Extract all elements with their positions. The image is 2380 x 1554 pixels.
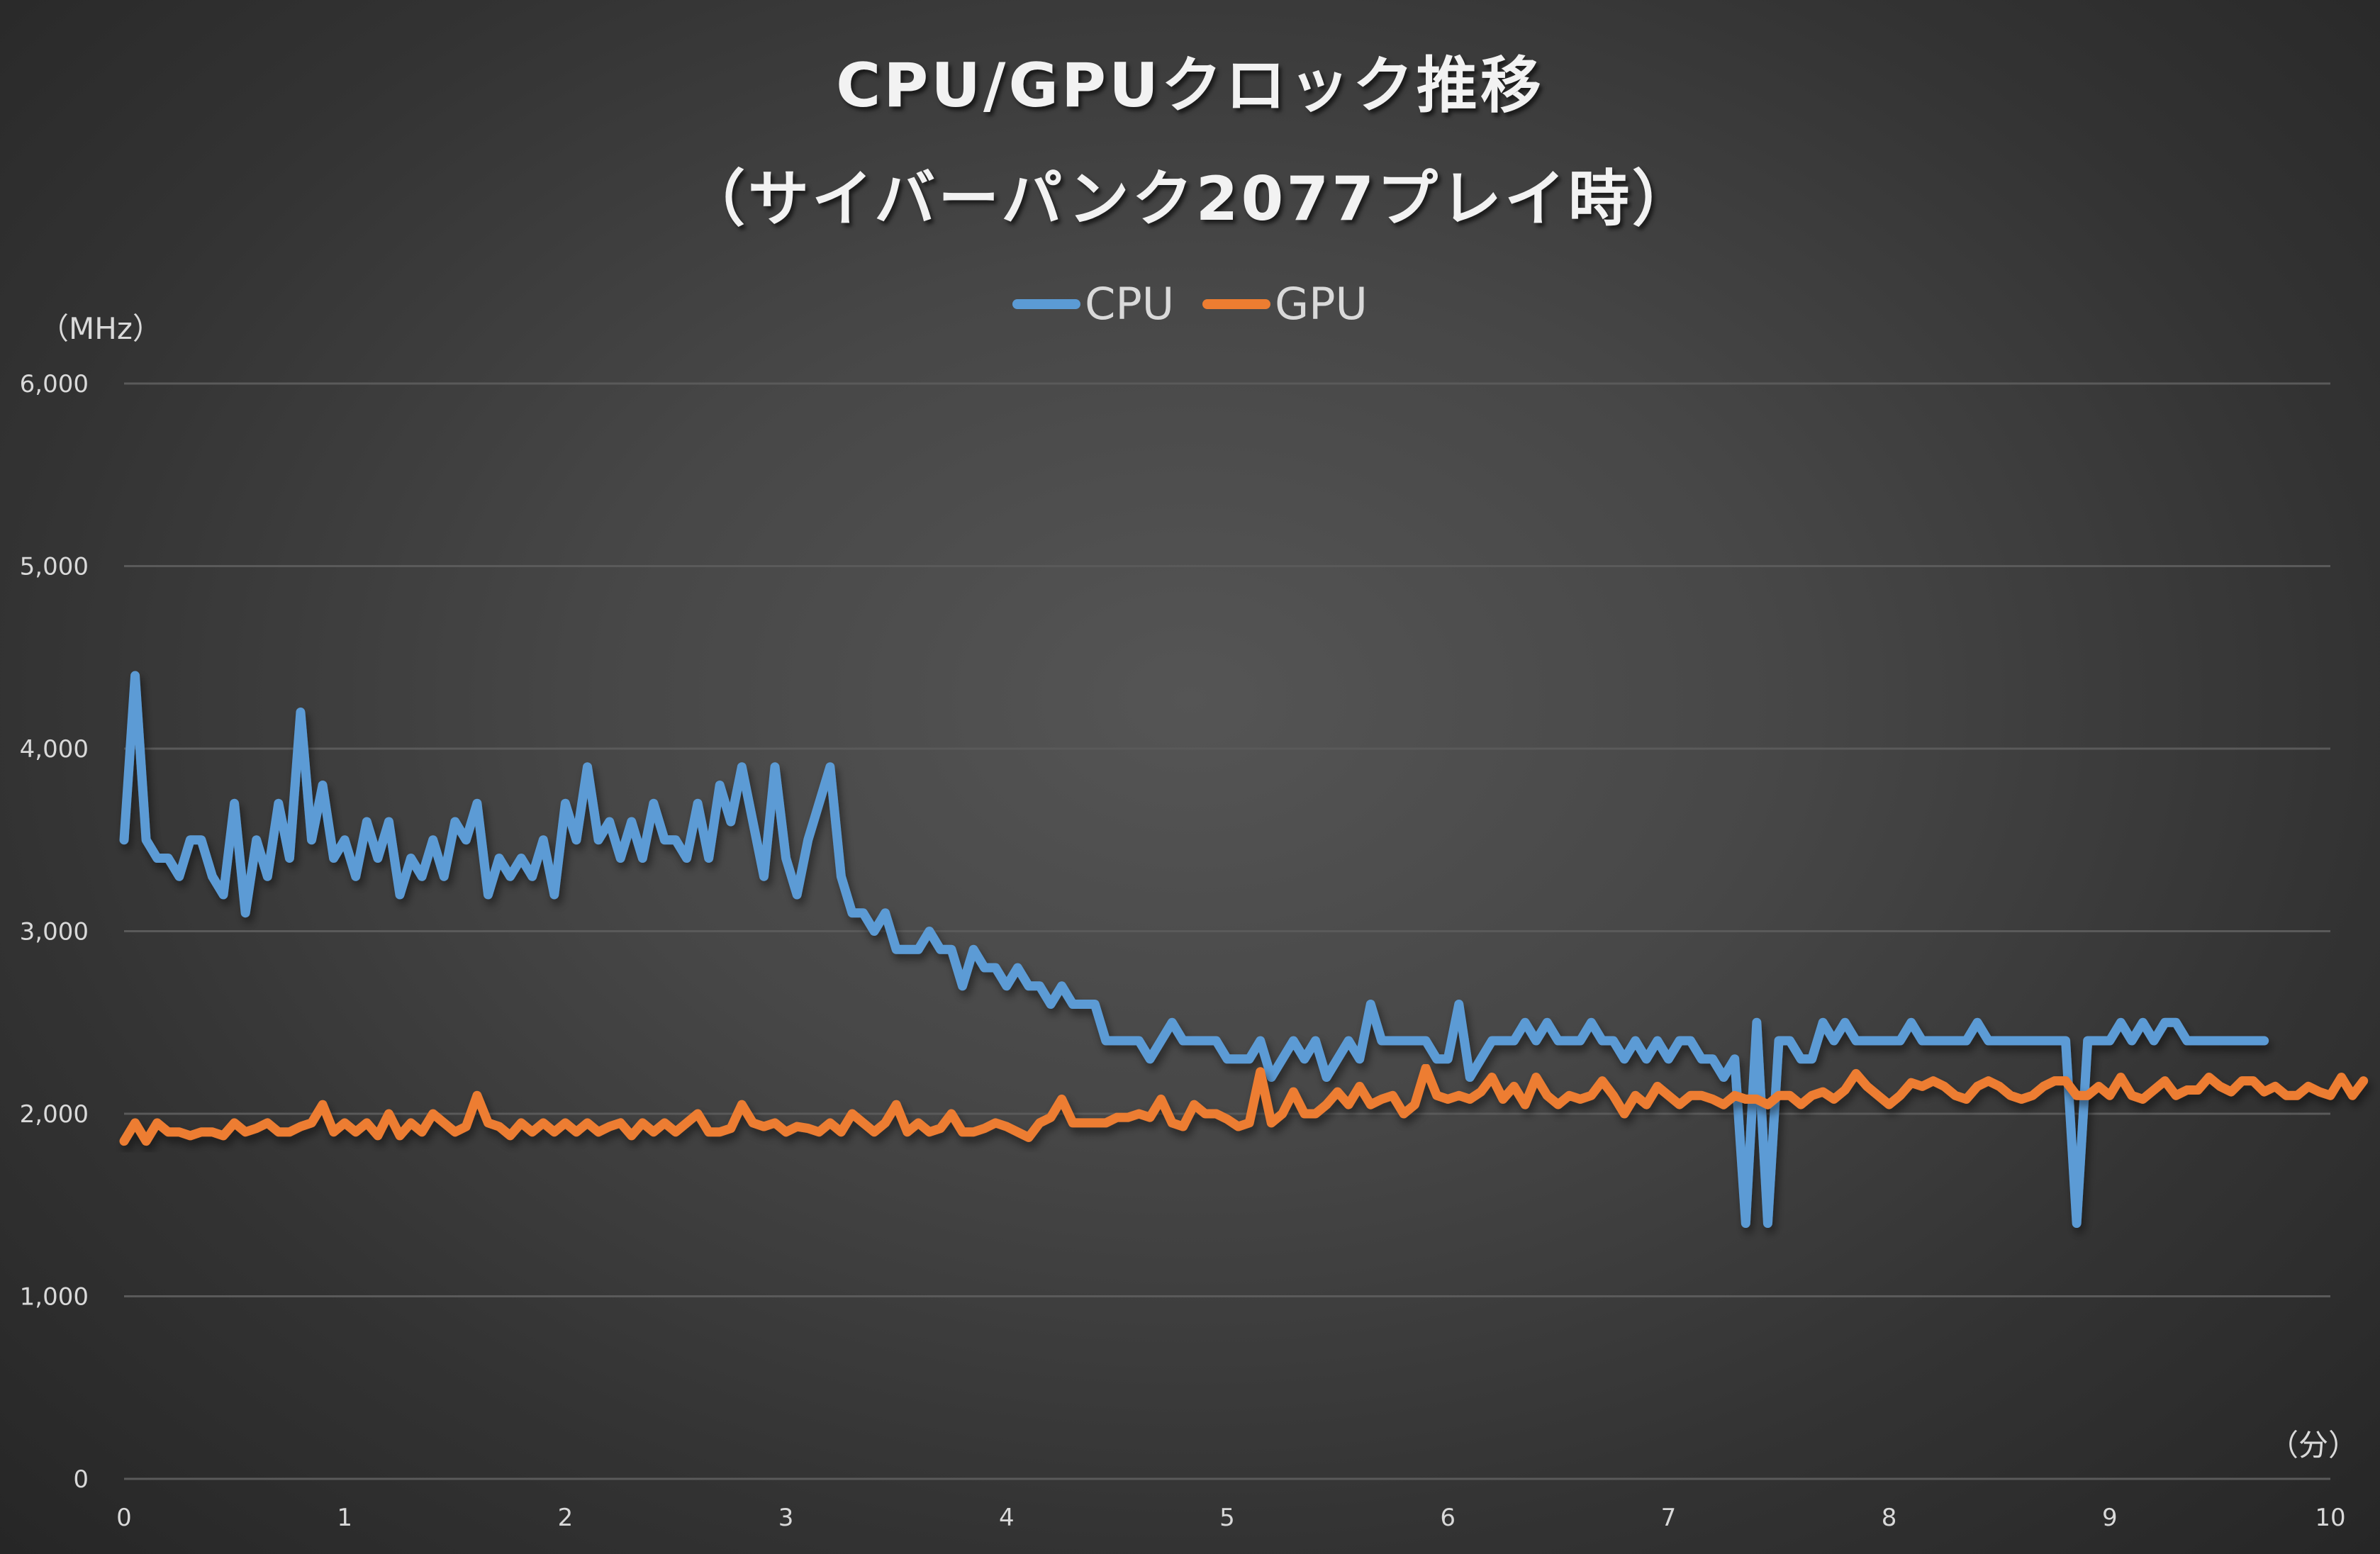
x-tick-label: 1 [337,1504,352,1532]
gpu-line-swatch-icon [1202,298,1271,309]
y-tick-label: 2,000 [20,1100,89,1129]
series-line-gpu [119,1063,2369,1146]
y-tick-label: 6,000 [20,370,89,398]
x-tick-label: 4 [999,1504,1015,1532]
legend-label-gpu: GPU [1275,278,1368,330]
legend-label-cpu: CPU [1085,278,1175,330]
x-tick-label: 9 [2102,1504,2118,1532]
y-tick-label: 4,000 [20,735,89,764]
x-tick-label: 3 [778,1504,794,1532]
x-tick-label: 0 [116,1504,132,1532]
chart-title-line2: （サイバーパンク2077プレイ時） [683,164,1697,235]
y-tick-label: 5,000 [20,553,89,581]
legend: CPU GPU [0,278,2380,330]
x-tick-label: 7 [1661,1504,1677,1532]
x-tick-label: 8 [1882,1504,1897,1532]
x-tick-label: 6 [1440,1504,1456,1532]
chart-title-line1: CPU/GPUクロック推移 [836,50,1544,121]
x-axis-unit: （分） [2269,1428,2359,1463]
x-tick-label: 5 [1219,1504,1235,1532]
series-lines [119,671,2369,1228]
x-axis-ticks: 0 1 2 3 4 5 6 7 8 9 10 [116,1504,2345,1532]
cpu-line-swatch-icon [1012,298,1081,309]
x-tick-label: 2 [558,1504,574,1532]
legend-item-cpu[interactable]: CPU [1012,278,1174,330]
y-tick-label: 3,000 [20,918,89,946]
y-tick-label: 1,000 [20,1283,89,1312]
gridlines [124,382,2330,1480]
legend-item-gpu[interactable]: GPU [1202,278,1368,330]
y-tick-label: 0 [73,1465,89,1494]
y-axis-unit: （MHz） [39,311,162,346]
y-axis-ticks: 0 1,000 2,000 3,000 4,000 5,000 6,000 [20,370,89,1494]
x-tick-label: 10 [2315,1504,2345,1532]
series-line-cpu [119,671,2269,1228]
